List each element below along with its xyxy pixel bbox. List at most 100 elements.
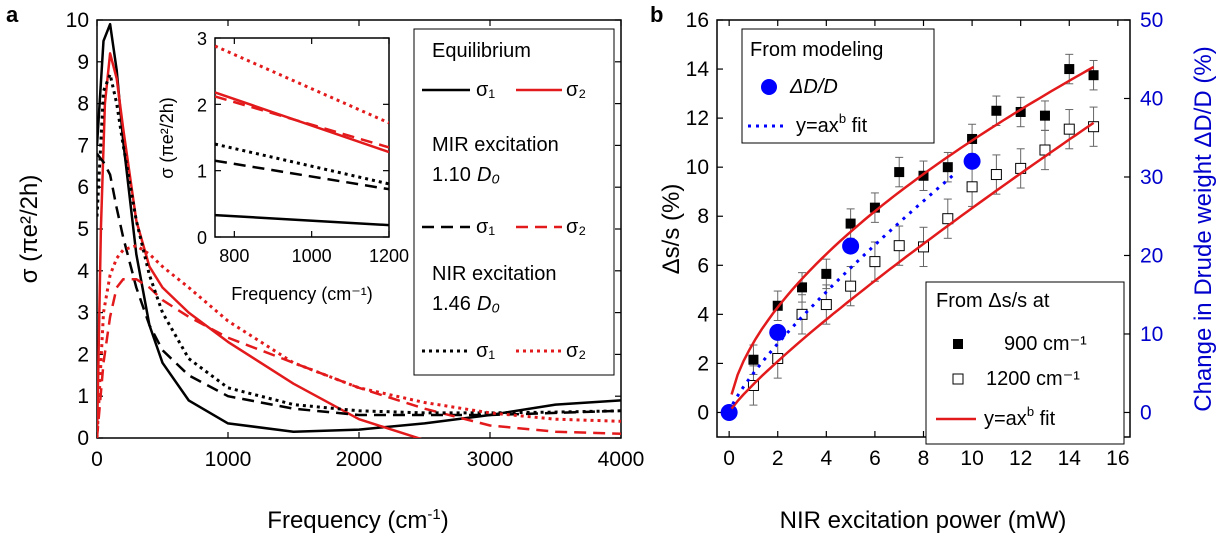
legend-dd-fit-label: y=axb fit	[796, 111, 868, 137]
panel-b-ytick-label: 14	[686, 58, 710, 81]
panel-b-ytick-label: 16	[686, 9, 709, 32]
inset-ytick-label: 3	[197, 29, 207, 49]
inset-series-equilibrium-σ₂	[215, 91, 389, 154]
panel-b-chart: 0 2 4 6 8 10 12 14 16 0 2 4 6 8 10 12 14 16 0 10 20 30 40 50	[686, 9, 1164, 470]
point-drude	[842, 237, 860, 255]
panel-b-xtick-label: 0	[723, 447, 735, 470]
panel-b-ylabel-left: Δs/s (%)	[658, 184, 685, 275]
inset-xlabel: Frequency (cm⁻¹)	[231, 284, 373, 304]
panel-b-ytick-right-label: 0	[1140, 401, 1152, 424]
point-900	[1088, 70, 1099, 81]
legend-mir-heading: MIR excitation	[432, 134, 559, 156]
panel-a-xlabel: Frequency (cm-1)	[267, 506, 448, 534]
inset-background	[215, 38, 389, 237]
legend-900-label: 900 cm⁻¹	[1004, 333, 1087, 355]
legend-nir-value: 1.46 D₀	[432, 293, 500, 315]
panel-a-legend: Equilibrium σ₁ σ₂ MIR excitation 1.10 D₀ …	[413, 28, 615, 376]
point-1200	[845, 280, 857, 292]
panel-b-ytick-right-label: 50	[1140, 9, 1163, 32]
panel-b-ytick-label: 8	[697, 205, 709, 228]
point-1200	[990, 169, 1002, 181]
legend-mir-sigma2: σ₂	[566, 216, 586, 238]
panel-b-ytick-label: 0	[697, 401, 709, 424]
panel-b-ylabel-right: Change in Drude weight ΔD/D (%)	[1190, 46, 1217, 412]
panel-a-ytick-label: 2	[77, 343, 89, 366]
panel-a-xtick-label: 1000	[205, 448, 252, 471]
panel-a-legend-box	[413, 28, 615, 376]
panel-a-xtick-label: 0	[91, 448, 103, 471]
point-900	[918, 170, 929, 181]
series-mir-excitation-σ₂	[97, 277, 621, 438]
panel-b-ytick-label: 2	[697, 352, 709, 375]
panel-b-legend-top: From modeling ΔD/D y=axb fit	[741, 28, 935, 144]
series-nir-excitation-σ₁	[97, 72, 621, 415]
panel-a-ytick-label: 8	[77, 93, 89, 116]
inset-xtick-label: 1200	[369, 246, 409, 266]
panel-a-ylabel: σ (πe²/2h)	[16, 175, 43, 284]
inset-ytick-label: 0	[197, 228, 207, 248]
panel-a-ytick-label: 1	[77, 385, 89, 408]
legend-900-marker	[953, 339, 963, 349]
panel-a-label: a	[6, 2, 19, 27]
panel-a-ytick-label: 3	[77, 302, 89, 325]
legend-eq-sigma2: σ₂	[566, 79, 586, 101]
panel-b-xtick-label: 10	[960, 447, 983, 470]
point-900	[748, 354, 759, 365]
panel-b-xtick-label: 4	[820, 447, 832, 470]
point-900	[991, 105, 1002, 116]
panel-b-label: b	[650, 2, 663, 27]
panel-b-xtick-label: 16	[1106, 447, 1129, 470]
point-900	[1064, 64, 1075, 75]
panel-a-xtick-label: 2000	[336, 448, 383, 471]
point-900	[821, 268, 832, 279]
panel-b-xtick-label: 6	[869, 447, 881, 470]
inset-xtick-label: 800	[219, 246, 249, 266]
legend-1200-marker	[952, 373, 964, 385]
panel-b-ytick-label: 6	[697, 254, 709, 277]
legend-modeling-heading: From modeling	[750, 39, 883, 61]
point-900	[797, 282, 808, 293]
point-900	[894, 167, 905, 178]
panel-b-xtick-label: 14	[1058, 447, 1082, 470]
legend-dd-label: ΔD/D	[789, 76, 838, 98]
inset-series-mir-excitation-σ₂	[215, 95, 389, 149]
panel-a-ytick-label: 4	[77, 260, 89, 283]
panel-a-xtick-label: 3000	[467, 448, 514, 471]
point-1200	[1063, 123, 1075, 135]
point-drude	[963, 152, 981, 170]
inset-frame	[214, 37, 390, 238]
panel-b-ytick-right-label: 30	[1140, 166, 1163, 189]
panel-b-ytick-label: 4	[697, 303, 709, 326]
point-1200	[893, 240, 905, 252]
point-900	[1039, 110, 1050, 121]
panel-b-ytick-right-label: 10	[1140, 323, 1163, 346]
legend-equilibrium-heading: Equilibrium	[432, 40, 531, 62]
inset-series-equilibrium-σ₁	[215, 213, 389, 227]
point-900	[869, 202, 880, 213]
panel-a-ytick-label: 6	[77, 176, 89, 199]
point-900	[845, 218, 856, 229]
panel-b-ytick-right-label: 40	[1140, 87, 1163, 110]
panel-b-legend-bottom-box	[925, 281, 1125, 445]
panel-a-ytick-label: 0	[77, 427, 89, 450]
panel-b-ytick-label: 12	[686, 107, 709, 130]
point-1200	[966, 181, 978, 193]
fit-line	[730, 121, 1095, 410]
point-1200	[796, 308, 808, 320]
panel-b-ytick-label: 10	[686, 156, 709, 179]
panel-b-xlabel: NIR excitation power (mW)	[780, 507, 1067, 534]
point-900	[942, 162, 953, 173]
legend-nir-sigma2: σ₂	[566, 340, 586, 362]
panel-b-xtick-label: 8	[918, 447, 930, 470]
panel-b-ytick-right-label: 20	[1140, 244, 1163, 267]
legend-nir-heading: NIR excitation	[432, 263, 557, 285]
point-900	[967, 133, 978, 144]
legend-1200-label: 1200 cm⁻¹	[986, 368, 1080, 390]
panel-a-ytick-label: 9	[77, 51, 89, 74]
inset-ytick-label: 2	[197, 95, 207, 115]
legend-eq-sigma1: σ₁	[476, 79, 495, 101]
panel-b-xtick-label: 12	[1009, 447, 1032, 470]
panel-a-ytick-label: 5	[77, 218, 89, 241]
inset-xtick-label: 1000	[292, 246, 332, 266]
panel-a-ytick-label: 10	[66, 9, 89, 32]
